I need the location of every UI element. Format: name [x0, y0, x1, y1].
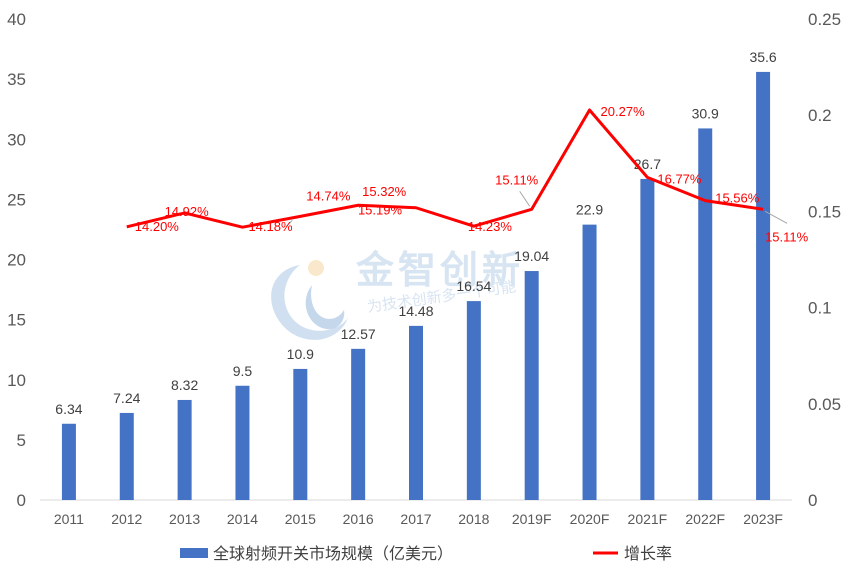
y-right-tick-label: 0.05 [808, 395, 841, 414]
line-data-labels: 14.20%14.92% 14.18% 14.74% 15.32% 15.19% 14.2… [135, 104, 809, 244]
x-tick-label: 2018 [458, 511, 489, 527]
leader-line [764, 210, 788, 224]
growth-rate-label: 14.92% [165, 204, 210, 219]
y-right-tick-label: 0.2 [808, 106, 832, 125]
y-left-tick-label: 5 [17, 431, 26, 450]
growth-rate-label: 14.18% [248, 219, 293, 234]
bar-value-label: 8.32 [171, 377, 198, 393]
leader-line [285, 220, 293, 227]
growth-rate-label: 15.11% [765, 229, 809, 244]
line-series [126, 108, 764, 229]
y-right-tick-label: 0.1 [808, 299, 832, 318]
x-tick-label: 2023F [743, 511, 783, 527]
growth-rate-label: 16.77% [657, 171, 702, 186]
y-left-tick-label: 30 [7, 130, 26, 149]
watermark-title: 金智创新 [355, 248, 524, 292]
y-left-tick-label: 10 [7, 371, 26, 390]
bar-value-label: 22.9 [576, 202, 603, 218]
bar-value-label: 6.34 [55, 401, 82, 417]
bar-value-label: 16.54 [456, 278, 491, 294]
bar-value-label: 10.9 [287, 346, 314, 362]
legend-bar-swatch [180, 548, 208, 558]
y-left-tick-label: 25 [7, 190, 26, 209]
growth-rate-label: 15.11% [495, 172, 539, 187]
bar-value-label: 30.9 [692, 105, 719, 121]
growth-rate-line [126, 108, 764, 229]
legend: 全球射频开关市场规模（亿美元） 增长率 [180, 544, 672, 563]
leader-lines [285, 191, 788, 227]
x-tick-label: 2022F [685, 511, 725, 527]
x-tick-label: 2015 [285, 511, 316, 527]
x-tick-label: 2012 [111, 511, 142, 527]
y-left-tick-label: 15 [7, 311, 26, 330]
bar-value-label: 35.6 [749, 49, 776, 65]
x-tick-label: 2017 [400, 511, 431, 527]
bar [177, 399, 192, 500]
bar [351, 348, 366, 500]
bar-series [61, 71, 771, 501]
y-axis-right: 0 0.05 0.1 0.15 0.2 0.25 [808, 10, 841, 510]
bar-data-labels: 6.34 7.24 8.32 9.5 10.9 12.57 14.48 16.54 19.04 2… [55, 49, 777, 417]
x-tick-label: 2019F [512, 511, 552, 527]
growth-rate-label: 15.56% [715, 191, 760, 206]
growth-rate-label: 14.74% [306, 188, 351, 203]
bar [698, 128, 713, 501]
growth-rate-label: 14.20% [135, 219, 180, 234]
growth-rate-label: 14.23% [468, 219, 513, 234]
bar-value-label: 26.7 [634, 156, 661, 172]
y-right-tick-label: 0 [808, 491, 817, 510]
x-tick-label: 2014 [227, 511, 258, 527]
growth-rate-label: 20.27% [601, 104, 646, 119]
legend-bar-label: 全球射频开关市场规模（亿美元） [213, 544, 453, 563]
bar-value-label: 12.57 [341, 326, 376, 342]
bar-value-label: 7.24 [113, 390, 140, 406]
leader-line [519, 191, 531, 207]
x-tick-label: 2013 [169, 511, 200, 527]
x-axis: 2011 2012 2013 2014 2015 2016 2017 2018 2019F 202… [54, 511, 783, 527]
x-tick-label: 2021F [628, 511, 668, 527]
x-tick-label: 2016 [343, 511, 374, 527]
watermark-logo-icon [271, 260, 348, 340]
y-right-tick-label: 0.25 [808, 10, 841, 29]
growth-rate-label: 15.32% [362, 184, 407, 199]
y-left-tick-label: 35 [7, 70, 26, 89]
x-tick-label: 2020F [570, 511, 610, 527]
y-axis-left: 0 5 10 15 20 25 30 35 40 [7, 10, 26, 510]
y-left-tick-label: 20 [7, 251, 26, 270]
bar [61, 423, 76, 500]
bar [235, 385, 250, 500]
bar [640, 178, 655, 500]
bar [756, 71, 771, 500]
x-tick-label: 2011 [54, 511, 84, 527]
bar [409, 325, 423, 500]
bar [582, 224, 597, 500]
bar-value-label: 9.5 [233, 363, 253, 379]
y-left-tick-label: 0 [17, 491, 26, 510]
legend-line-label: 增长率 [624, 544, 672, 563]
y-right-tick-label: 0.15 [808, 202, 841, 221]
bar [466, 301, 481, 500]
bar-value-label: 14.48 [398, 303, 433, 319]
growth-rate-label: 15.19% [358, 203, 403, 218]
bar [119, 412, 134, 500]
bar-value-label: 19.04 [514, 248, 549, 264]
bar [524, 271, 539, 500]
y-left-tick-label: 40 [7, 10, 26, 29]
bar [293, 368, 308, 500]
